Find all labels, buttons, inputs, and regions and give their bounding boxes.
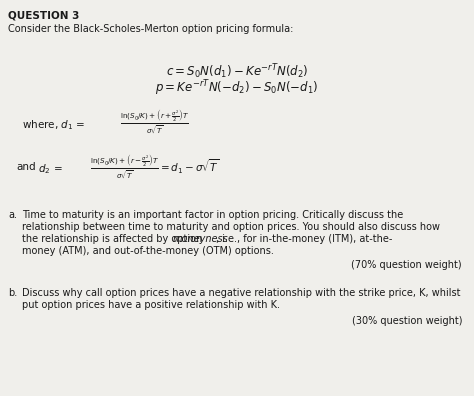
Text: moneyness: moneyness [173,234,229,244]
Text: , i.e., for in-the-money (ITM), at-the-: , i.e., for in-the-money (ITM), at-the- [216,234,392,244]
Text: $p = Ke^{-rT}N(-d_2) - S_0N(-d_1)$: $p = Ke^{-rT}N(-d_2) - S_0N(-d_1)$ [155,78,319,97]
Text: Time to maturity is an important factor in option pricing. Critically discuss th: Time to maturity is an important factor … [22,210,403,220]
Text: relationship between time to maturity and option prices. You should also discuss: relationship between time to maturity an… [22,222,440,232]
Text: money (ATM), and out-of-the-money (OTM) options.: money (ATM), and out-of-the-money (OTM) … [22,246,274,256]
Text: Consider the Black-Scholes-Merton option pricing formula:: Consider the Black-Scholes-Merton option… [8,24,293,34]
Text: b.: b. [8,288,17,298]
Text: QUESTION 3: QUESTION 3 [8,10,79,20]
Text: $c = S_0N(d_1) - Ke^{-rT}N(d_2)$: $c = S_0N(d_1) - Ke^{-rT}N(d_2)$ [166,62,308,81]
Text: and: and [16,162,36,172]
Text: $\frac{\ln(S_0/K)+\left(r-\frac{\sigma^2}{2}\right)T}{\sigma\sqrt{T}}$$= d_1 - \: $\frac{\ln(S_0/K)+\left(r-\frac{\sigma^2… [90,153,219,182]
Text: $\frac{\ln(S_0/K)+\left(r+\frac{\sigma^2}{2}\right)T}{\sigma\sqrt{T}}$: $\frac{\ln(S_0/K)+\left(r+\frac{\sigma^2… [120,108,189,137]
Text: put option prices have a positive relationship with K.: put option prices have a positive relati… [22,300,280,310]
Text: where, $d_1\,=$: where, $d_1\,=$ [22,118,85,132]
Text: the relationship is affected by option: the relationship is affected by option [22,234,205,244]
Text: a.: a. [8,210,17,220]
Text: Discuss why call option prices have a negative relationship with the strike pric: Discuss why call option prices have a ne… [22,288,461,298]
Text: (30% question weight): (30% question weight) [352,316,462,326]
Text: $d_2\,=$: $d_2\,=$ [38,162,63,176]
Text: (70% question weight): (70% question weight) [351,260,462,270]
